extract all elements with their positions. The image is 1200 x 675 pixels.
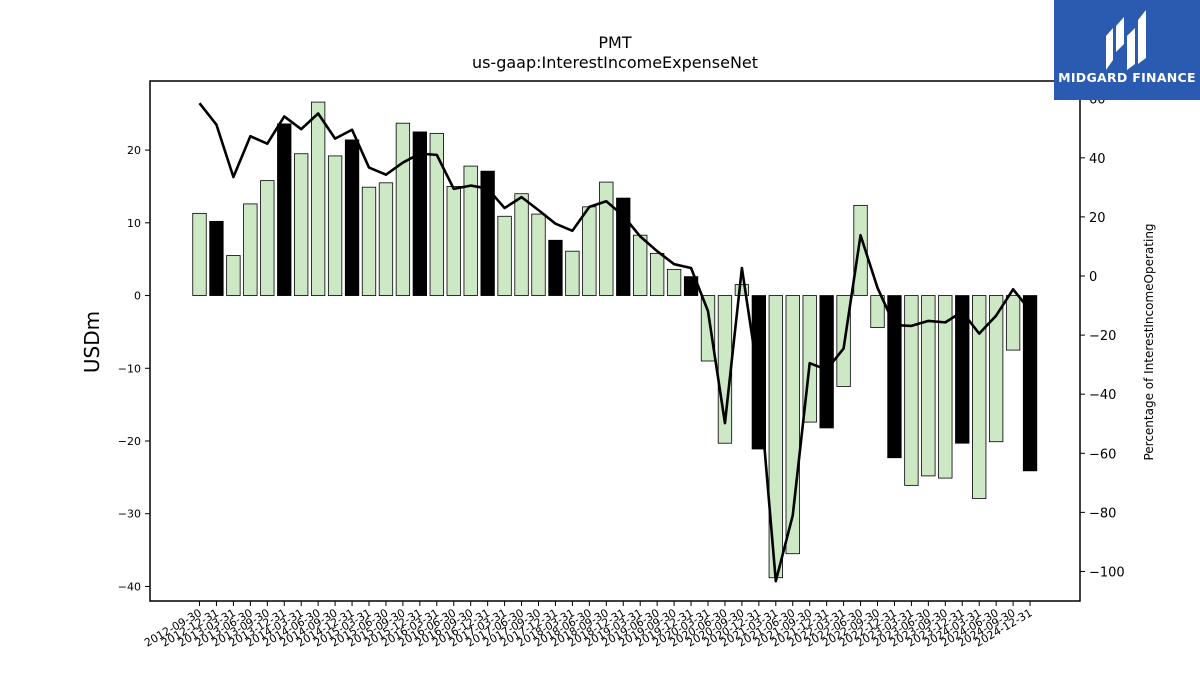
- bar-2023-06-30: [921, 295, 936, 477]
- y2-axis-label: Percentage of InterestIncomeOperating: [1142, 223, 1156, 460]
- y2-tick-label: 40: [1089, 152, 1106, 167]
- plot-frame: [149, 80, 1081, 602]
- bar-2024-03-31: [972, 295, 987, 499]
- y2-tick-label: −40: [1089, 388, 1116, 403]
- bar-2014-09-30: [327, 155, 343, 296]
- y-tick-label: −30: [118, 508, 141, 521]
- bar-2024-09-30: [1005, 295, 1021, 351]
- y-tick-label: 10: [127, 217, 141, 230]
- y2-tick-label: −60: [1089, 447, 1116, 462]
- y-tick-label: −20: [118, 435, 141, 448]
- bar-2023-12-31: [955, 295, 970, 444]
- bar-2023-09-30: [938, 295, 953, 479]
- bar-2019-03-31: [633, 234, 648, 296]
- y-tick-label: 20: [127, 144, 141, 157]
- bar-2020-03-31: [700, 295, 716, 362]
- bar-2015-06-30: [378, 182, 394, 296]
- bar-2014-03-31: [294, 153, 309, 296]
- bar-2017-06-30: [514, 193, 529, 296]
- bar-2013-03-31: [226, 255, 241, 296]
- bar-series: [192, 101, 1038, 579]
- bar-2014-12-31: [344, 139, 360, 296]
- y-tick-label: −10: [118, 362, 141, 375]
- bar-2012-09-30: [192, 212, 207, 296]
- bar-2016-12-31: [480, 170, 495, 296]
- ratio-line-series: [198, 102, 1032, 583]
- chart-subtitle: us-gaap:InterestIncomeExpenseNet: [472, 53, 758, 72]
- y2-tick-label: −100: [1089, 565, 1125, 580]
- bar-2015-12-31: [412, 131, 428, 296]
- y-axis-label: USDm: [80, 311, 104, 373]
- chart-title: PMT: [598, 33, 631, 52]
- bar-2024-12-31: [1022, 295, 1038, 472]
- y-axis-left: −40 −30 −20 −10 0 10 20: [118, 144, 150, 593]
- bar-2014-06-30: [310, 101, 326, 296]
- bar-2022-12-31: [887, 295, 902, 459]
- bar-2019-09-30: [666, 268, 682, 296]
- bar-2020-09-30: [734, 284, 750, 296]
- y-tick-label: 0: [134, 290, 141, 303]
- brand-name: MIDGARD FINANCE: [1058, 70, 1196, 85]
- ratio-line: [198, 102, 1032, 583]
- bar-2013-09-30: [260, 180, 275, 296]
- bar-2017-09-30: [531, 213, 546, 296]
- bar-2019-06-30: [650, 252, 665, 296]
- bar-2016-03-31: [429, 132, 444, 296]
- bar-2013-12-31: [277, 123, 292, 296]
- bar-2016-09-30: [463, 165, 478, 296]
- bar-2015-03-31: [361, 186, 377, 296]
- y2-tick-label: −80: [1089, 506, 1116, 521]
- bar-2018-03-31: [565, 250, 580, 296]
- bar-2017-12-31: [548, 239, 563, 296]
- bar-2024-06-30: [989, 295, 1004, 443]
- y-tick-label: −40: [118, 580, 141, 593]
- bar-2023-03-31: [904, 295, 919, 486]
- x-axis: 2012-09-302012-12-312013-03-312013-06-30…: [142, 601, 1035, 650]
- bar-2017-03-31: [497, 215, 512, 296]
- bar-2013-06-30: [243, 203, 258, 296]
- midgard-logo-icon: [1106, 10, 1146, 70]
- bar-2018-06-30: [582, 206, 597, 296]
- bar-2022-06-30: [853, 204, 868, 296]
- bar-2018-12-31: [616, 197, 631, 296]
- bar-2018-09-30: [599, 181, 614, 296]
- y2-tick-label: −20: [1089, 329, 1116, 344]
- bar-2016-06-30: [446, 186, 461, 296]
- bar-2015-09-30: [395, 122, 411, 296]
- brand-logo: MIDGARD FINANCE: [1054, 0, 1200, 100]
- y2-tick-label: 20: [1089, 211, 1106, 226]
- bar-2022-09-30: [870, 295, 885, 328]
- bar-2012-12-31: [209, 220, 224, 296]
- y2-tick-label: 0: [1089, 270, 1097, 285]
